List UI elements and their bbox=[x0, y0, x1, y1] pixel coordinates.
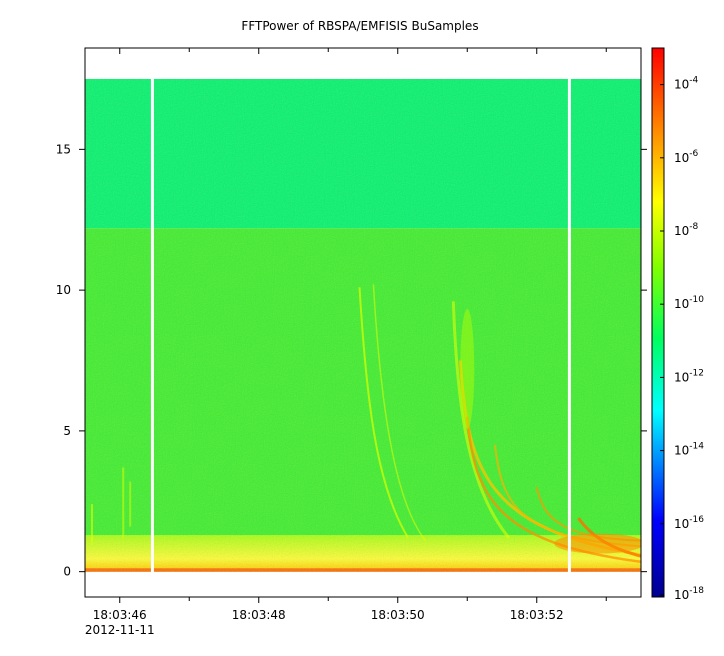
colorbar-tick-label: 10-6 bbox=[674, 149, 699, 165]
data-gap bbox=[150, 78, 154, 573]
colorbar-tick-label: 10-14 bbox=[674, 442, 704, 458]
whistler-trace bbox=[466, 416, 641, 564]
plot-frame bbox=[84, 47, 642, 598]
y-tick-label: 0 bbox=[63, 565, 71, 579]
colorbar-tick-label: 10-10 bbox=[674, 295, 704, 311]
whistler-trace bbox=[372, 284, 427, 542]
y-tick-label: 5 bbox=[63, 424, 71, 438]
whistler-trace bbox=[451, 301, 511, 539]
colorbar-tick-label: 10-4 bbox=[674, 76, 699, 92]
x-tick-label: 18:03:50 bbox=[371, 608, 425, 622]
whistler-trace bbox=[358, 287, 410, 539]
colorbar-tick-label: 10-18 bbox=[674, 586, 704, 602]
intensity-patch bbox=[554, 533, 641, 554]
y-tick-label: 10 bbox=[56, 283, 71, 297]
x-tick-label: 18:03:46 bbox=[93, 608, 147, 622]
x-tick-date: 2012-11-11 bbox=[85, 623, 155, 637]
data-gap bbox=[567, 78, 571, 573]
y-axis: 0 5 10 15 bbox=[56, 142, 647, 579]
colorbar-tick-label: 10-8 bbox=[674, 222, 699, 238]
data-gaps bbox=[150, 78, 571, 573]
colorbar-tick-label: 10-12 bbox=[674, 368, 704, 384]
intensity-patch bbox=[460, 308, 475, 429]
chart-title: FFTPower of RBSPA/EMFISIS BuSamples bbox=[241, 19, 478, 33]
colorbar-axis: 10-4 10-6 10-8 10-10 10-12 10-14 10-16 10-18 bbox=[660, 76, 704, 602]
x-tick-label: 18:03:52 bbox=[510, 608, 564, 622]
colorbar bbox=[651, 47, 665, 598]
colorbar-tick-label: 10-16 bbox=[674, 515, 704, 531]
x-tick-label: 18:03:48 bbox=[232, 608, 286, 622]
y-tick-label: 15 bbox=[56, 142, 71, 156]
emission-features bbox=[90, 284, 641, 564]
plot-area bbox=[85, 78, 641, 573]
